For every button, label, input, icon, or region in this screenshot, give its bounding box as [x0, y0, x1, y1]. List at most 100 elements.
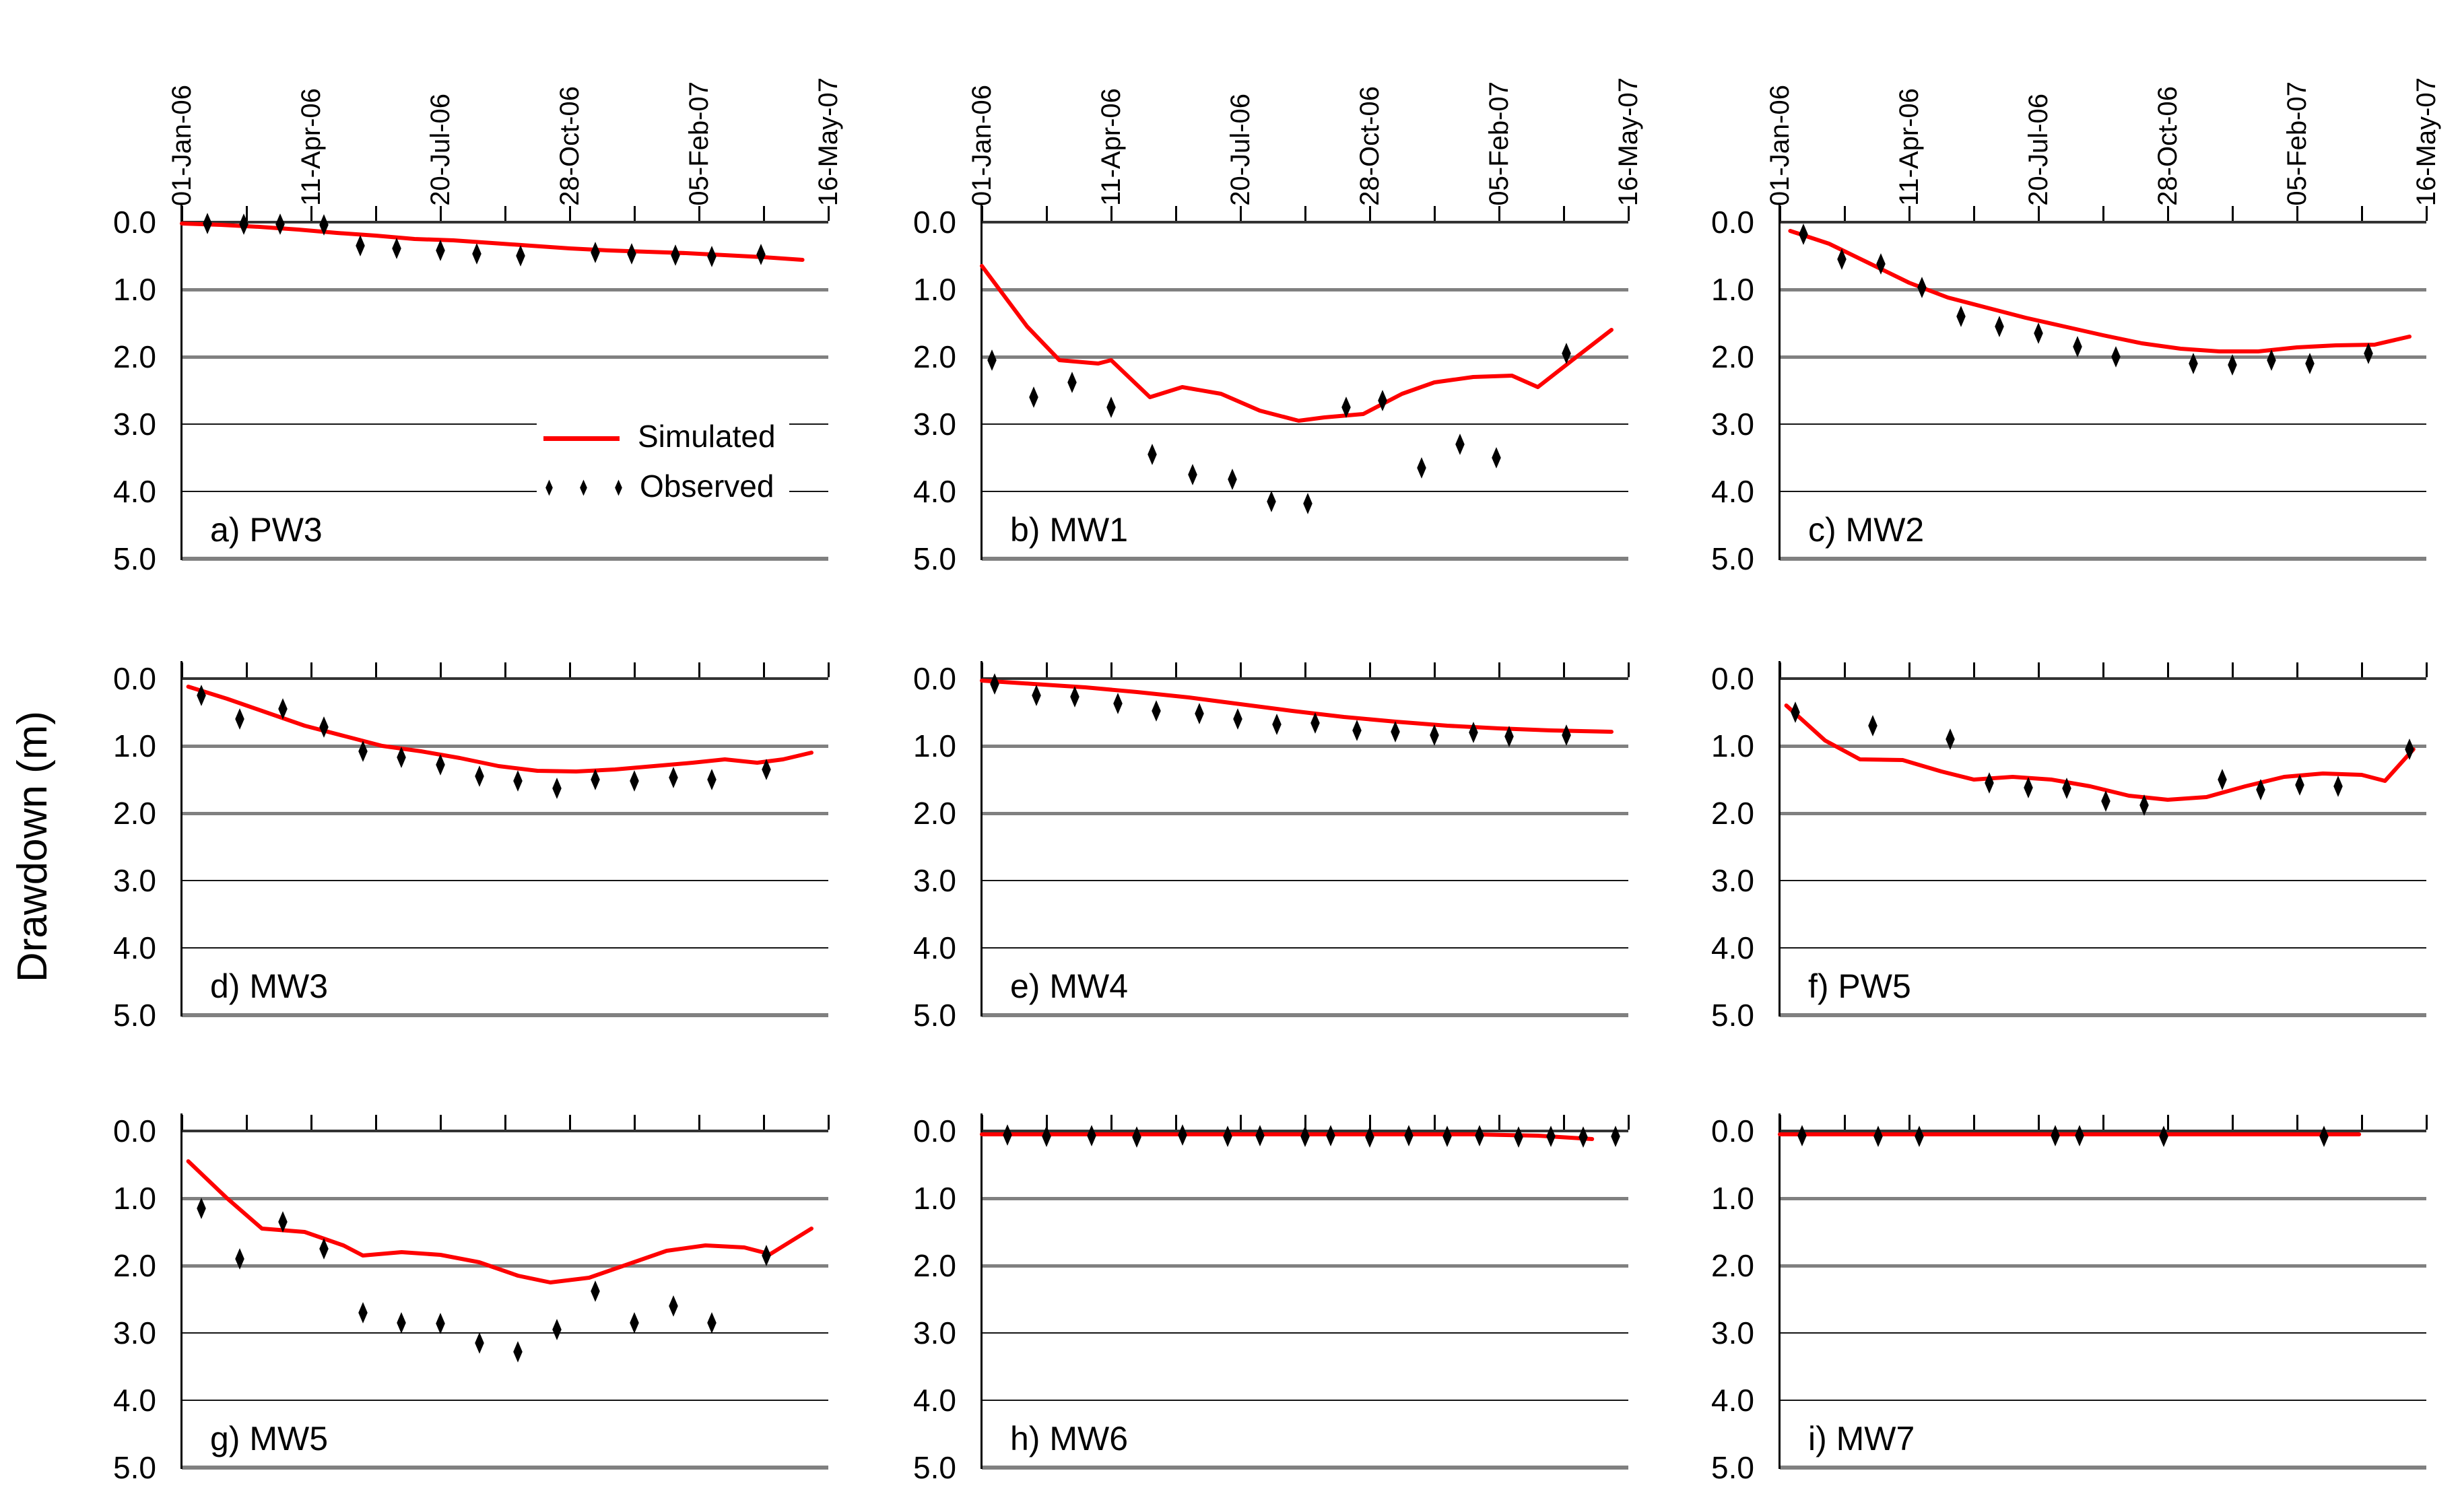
x-axis-tick: [2360, 662, 2363, 677]
x-axis-label-text: 28-Oct-06: [1354, 86, 1385, 206]
chart-title: d) MW3: [210, 967, 328, 1005]
x-axis-tick: [568, 662, 571, 677]
x-axis-tick: [1972, 206, 1975, 221]
gridline-4: [182, 947, 828, 949]
y-tick-label: 3.0: [1711, 1315, 1754, 1350]
x-axis-label-text: 05-Feb-07: [1484, 81, 1514, 206]
x-axis-tick: [439, 1115, 442, 1130]
chart-panel-f: 0.0 1.0 2.0 3.0 4.0 5.0 f) PW5: [1711, 661, 2428, 1033]
x-axis-tick: [1110, 206, 1112, 221]
x-axis-line: [182, 1130, 828, 1132]
gridline-2: [1780, 1264, 2426, 1268]
gridline-2: [982, 1264, 1628, 1268]
x-axis-label: 16-May-07: [2412, 4, 2441, 206]
x-axis-tick: [310, 662, 312, 677]
x-axis-label-text: 16-May-07: [1613, 77, 1643, 206]
gridline-1: [982, 745, 1628, 748]
x-axis-tick: [698, 662, 700, 677]
gridline-2: [182, 355, 828, 359]
x-axis-tick: [762, 206, 765, 221]
y-tick-label: 3.0: [1711, 863, 1754, 898]
simulated-line: [1784, 703, 2416, 802]
gridline-3: [182, 1332, 828, 1334]
x-axis-tick: [1174, 206, 1177, 221]
x-axis-tick: [1433, 662, 1436, 677]
gridline-1: [1780, 288, 2426, 291]
chart-title: a) PW3: [210, 511, 323, 549]
x-axis-label-text: 05-Feb-07: [684, 81, 714, 206]
x-axis-tick: [2102, 662, 2104, 677]
x-axis-label-text: 01-Jan-06: [166, 84, 197, 206]
x-axis-label-text: 05-Feb-07: [2282, 81, 2312, 206]
y-tick-label: 0.0: [113, 1113, 156, 1148]
gridline-1: [182, 288, 828, 291]
x-axis-tick: [1498, 662, 1500, 677]
gridline-5: [182, 1013, 828, 1017]
y-tick-label: 3.0: [1711, 407, 1754, 442]
x-axis-label: 11-Apr-06: [1096, 4, 1126, 206]
y-tick-label: 2.0: [1711, 339, 1754, 374]
y-tick-label: 5.0: [113, 998, 156, 1033]
gridline-3: [982, 1332, 1628, 1334]
gridline-1: [1780, 745, 2426, 748]
x-axis-tick: [698, 206, 700, 221]
gridline-2: [982, 355, 1628, 359]
y-tick-label: 0.0: [113, 661, 156, 696]
y-tick-label: 2.0: [913, 339, 956, 374]
y-tick-label: 5.0: [1711, 1450, 1754, 1485]
x-axis-line: [1780, 1130, 2426, 1132]
x-axis-tick: [1908, 1115, 1910, 1130]
y-tick-label: 1.0: [113, 272, 156, 307]
x-axis-tick: [2360, 1115, 2363, 1130]
x-axis-tick: [2166, 662, 2169, 677]
x-axis-tick: [2425, 1115, 2428, 1130]
x-axis-label: 20-Jul-06: [426, 4, 455, 206]
y-tick-label: 2.0: [113, 1248, 156, 1283]
x-axis-tick: [1908, 206, 1910, 221]
x-axis-tick: [633, 662, 636, 677]
y-tick-label: 1.0: [1711, 272, 1754, 307]
x-axis-tick: [374, 206, 377, 221]
y-tick-label: 1.0: [1711, 728, 1754, 763]
x-axis-label-text: 20-Jul-06: [1225, 94, 1255, 206]
y-tick-label: 0.0: [913, 661, 956, 696]
x-axis-tick: [1562, 662, 1565, 677]
x-axis-label: 20-Jul-06: [2024, 4, 2053, 206]
x-axis-tick: [439, 206, 442, 221]
y-axis-line: [1778, 1113, 1781, 1469]
x-axis-tick: [827, 662, 830, 677]
x-axis-label: 01-Jan-06: [967, 4, 997, 206]
x-axis-tick: [2425, 206, 2428, 221]
x-axis-label: 28-Oct-06: [1355, 4, 1385, 206]
x-axis-tick: [245, 1115, 248, 1130]
x-axis-tick: [1368, 1115, 1371, 1130]
x-axis-line: [1780, 221, 2426, 224]
y-axis-line: [180, 205, 182, 560]
y-tick-label: 2.0: [913, 1248, 956, 1283]
x-axis-line: [182, 221, 828, 224]
x-axis-tick: [1239, 662, 1242, 677]
gridline-1: [982, 288, 1628, 291]
gridline-3: [1780, 1332, 2426, 1334]
x-axis-tick: [1627, 662, 1630, 677]
gridline-3: [982, 880, 1628, 881]
gridline-5: [982, 1466, 1628, 1470]
y-tick-label: 0.0: [913, 1113, 956, 1148]
x-axis-tick: [762, 1115, 765, 1130]
x-axis-label: 16-May-07: [1614, 4, 1643, 206]
x-axis-tick: [504, 206, 506, 221]
y-tick-label: 5.0: [913, 1450, 956, 1485]
legend-simulated-line-sample: [543, 436, 620, 441]
gridline-5: [982, 1013, 1628, 1017]
x-axis-label-text: 01-Jan-06: [966, 84, 997, 206]
y-axis-line: [980, 661, 983, 1017]
gridline-3: [1780, 423, 2426, 425]
gridline-2: [1780, 355, 2426, 359]
chart-title: b) MW1: [1010, 511, 1128, 549]
gridline-1: [182, 745, 828, 748]
x-axis-tick: [1304, 1115, 1306, 1130]
chart-panel-i: 0.0 1.0 2.0 3.0 4.0 5.0 i) MW7: [1711, 1113, 2428, 1485]
x-axis-tick: [2037, 206, 2040, 221]
gridline-5: [182, 1466, 828, 1470]
x-axis-tick: [1174, 1115, 1177, 1130]
